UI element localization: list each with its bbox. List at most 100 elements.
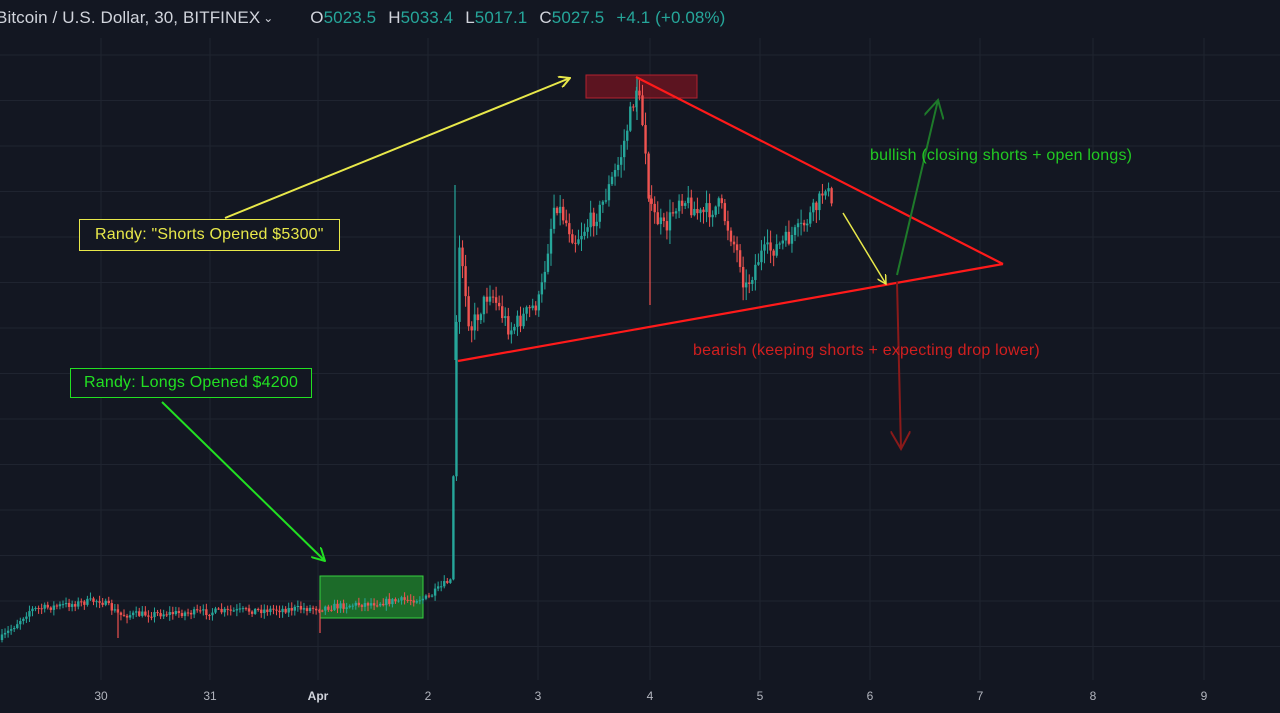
candle-body [318,610,321,612]
open-value: 5023.5 [323,8,377,27]
candle-body [223,608,226,613]
candle-body [684,203,687,206]
candle-body [281,608,284,613]
candle-body [70,604,74,607]
candle-body [607,184,611,201]
candle-body [510,330,513,335]
candle-body [263,609,266,614]
candle-body [159,613,162,617]
candle-body [296,605,300,607]
candle-body [247,608,251,612]
candle-body [13,628,16,630]
x-tick-label: 3 [534,689,542,703]
candle-body [629,106,632,131]
candle-body [540,282,544,295]
candle-body [290,607,293,611]
candle-body [122,614,126,616]
candle-body [754,264,757,281]
candle-body [690,197,693,216]
candle-body [80,601,83,603]
candle-body [77,601,80,607]
chevron-down-icon[interactable]: ⌄ [263,11,274,25]
candle-body [400,597,403,601]
candle-body [379,603,382,606]
candle-body [677,200,681,212]
candle-body [440,586,443,588]
candle-body [809,212,812,224]
candle-body [49,607,52,610]
candle-body [388,598,391,605]
candle-body [415,601,418,603]
candle-body [217,608,220,610]
candle-body [757,262,760,265]
candle-body [458,247,461,322]
candle-body [738,250,742,267]
x-tick-label: 6 [866,689,874,703]
candle-body [507,316,510,335]
candle-body [165,614,168,616]
candle-body [168,612,171,616]
candle-body [250,611,254,614]
candle-body [6,630,10,633]
candle-body [385,598,388,606]
candle-body [214,608,217,613]
candle-body [528,307,531,309]
candle-body [61,604,65,606]
change-value: +4.1 (+0.08%) [616,8,726,27]
candle-body [543,271,547,283]
candle-body [314,608,318,611]
candle-body [574,242,577,244]
candle-body [787,231,791,244]
candle-body [577,239,580,244]
candles [0,78,833,643]
candle-body [534,305,537,311]
candle-body [104,600,107,605]
symbol-title[interactable]: Bitcoin / U.S. Dollar, 30, BITFINEX [0,8,261,27]
candle-body [113,609,117,611]
candle-body [653,203,656,213]
candle-body [192,609,196,615]
candle-body [324,606,327,611]
x-tick-label: 7 [976,689,984,703]
candle-body [632,106,635,108]
candle-body [662,217,666,222]
candle-body [616,164,620,171]
candle-body [732,241,736,245]
candle-body [781,240,784,244]
candle-body [363,603,367,607]
candle-body [687,197,690,204]
candle-body [330,609,333,611]
candle-body [382,603,385,606]
candle-body [208,615,211,617]
shorts-opened-note: Randy: "Shorts Opened $5300" [79,219,340,251]
candle-body [626,130,629,141]
candle-body [211,612,214,616]
candle-body [516,315,519,327]
candle-body [766,242,769,245]
candle-body [266,609,269,612]
candle-body [226,608,229,610]
candle-body [128,615,132,618]
candle-body [455,321,458,477]
candle-body [702,209,705,213]
candle-body [772,250,775,256]
candle-body [815,202,818,211]
candle-body [549,228,553,254]
candle-body [183,612,187,617]
candle-body [659,217,662,225]
candle-body [308,607,312,612]
x-tick-label: 4 [646,689,654,703]
candle-body [299,605,303,610]
candle-body [19,620,22,625]
candle-body [812,202,815,213]
candle-body [9,629,13,631]
candle-body [717,198,720,207]
candle-body [171,612,174,615]
shorts-entry-zone [585,74,698,99]
candle-body [671,212,675,214]
candle-body [284,608,287,613]
chart-header: Bitcoin / U.S. Dollar, 30, BITFINEX ⌄ O5… [0,5,725,31]
candle-body [241,608,245,610]
candle-body [321,610,324,612]
